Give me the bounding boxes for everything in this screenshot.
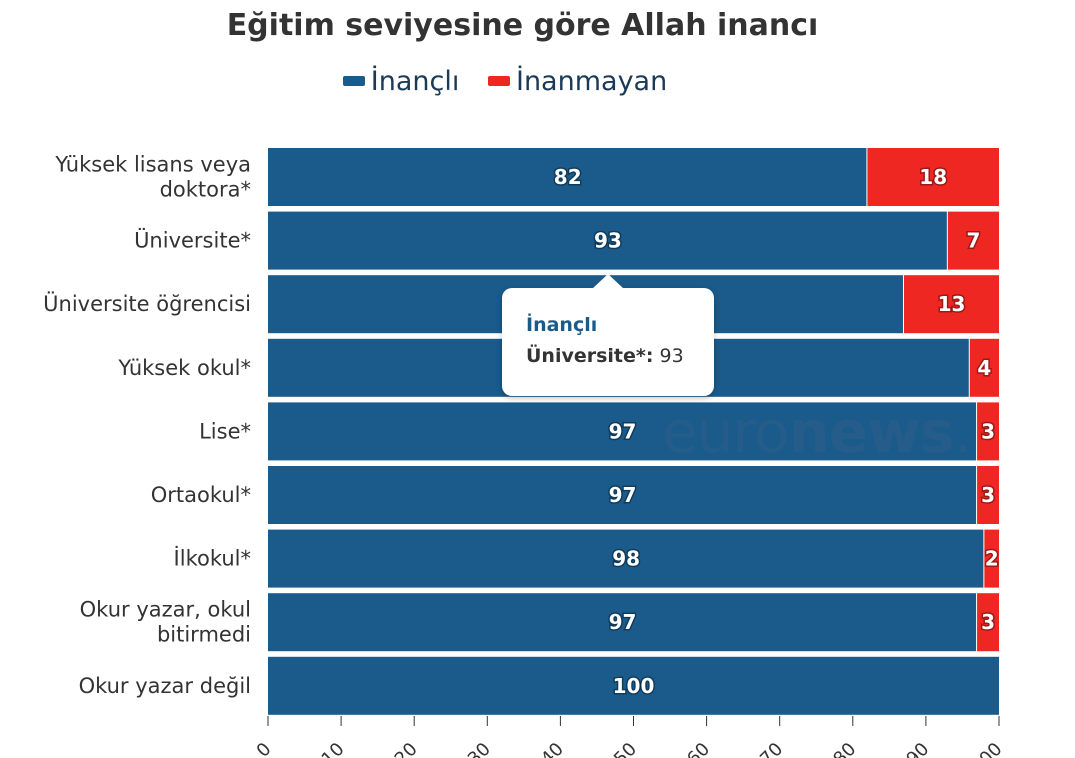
tooltip-line: Üniversite*: 93 bbox=[526, 345, 684, 367]
x-tick-label-4: 40 bbox=[537, 739, 568, 758]
tooltip-category: Üniversite*: bbox=[526, 345, 654, 367]
x-tick-label-5: 50 bbox=[610, 739, 641, 758]
bar-inanmayan-0[interactable] bbox=[867, 148, 999, 206]
tooltip-series: İnançlı bbox=[526, 314, 598, 336]
bar-inancli-5[interactable] bbox=[268, 466, 977, 524]
x-tick-label-1: 10 bbox=[318, 739, 349, 758]
category-label-7: Okur yazar, okul bitirmedi bbox=[80, 598, 251, 647]
category-label-2: Üniversite öğrencisi bbox=[43, 291, 251, 316]
x-tick-label-8: 80 bbox=[829, 739, 860, 758]
data-label-inanmayan-6: 2 bbox=[985, 547, 999, 571]
bar-inanmayan-4[interactable] bbox=[977, 402, 999, 461]
data-label-inanmayan-2: 13 bbox=[938, 292, 966, 316]
legend-swatch-inancli bbox=[342, 76, 365, 86]
data-label-inancli-1: 93 bbox=[594, 229, 622, 253]
legend-label-inancli: İnançlı bbox=[370, 65, 460, 97]
legend-item-inancli[interactable]: İnançlı bbox=[342, 65, 460, 97]
bar-inanmayan-1[interactable] bbox=[947, 211, 999, 270]
category-label-1: Üniversite* bbox=[134, 228, 251, 253]
bar-inancli-0[interactable] bbox=[268, 148, 867, 206]
bar-inanmayan-7[interactable] bbox=[977, 593, 999, 652]
category-label-0: Yüksek lisans veya doktora* bbox=[54, 153, 251, 202]
data-label-inancli-5: 97 bbox=[609, 483, 637, 507]
bar-inancli-4[interactable] bbox=[268, 402, 977, 461]
data-label-inancli-4: 97 bbox=[609, 419, 637, 443]
x-tick-label-10: 100 bbox=[967, 739, 1006, 758]
data-label-inanmayan-7: 3 bbox=[981, 610, 995, 634]
bar-inancli-1[interactable] bbox=[268, 211, 947, 270]
x-tick-label-2: 20 bbox=[391, 739, 422, 758]
data-label-inancli-8: 100 bbox=[613, 674, 655, 698]
legend: İnançlı İnanmayan bbox=[0, 62, 1010, 97]
category-label-8: Okur yazar değil bbox=[79, 674, 251, 698]
x-tick-label-7: 70 bbox=[756, 739, 787, 758]
data-label-inancli-0: 82 bbox=[554, 165, 582, 189]
x-tick-label-9: 90 bbox=[902, 739, 933, 758]
data-label-inanmayan-4: 3 bbox=[981, 419, 995, 443]
x-tick-label-0: 0 bbox=[253, 739, 276, 758]
data-label-inancli-6: 98 bbox=[612, 547, 640, 571]
category-label-4: Lise* bbox=[199, 419, 251, 443]
legend-swatch-inanmayan bbox=[487, 76, 510, 86]
x-tick-label-3: 30 bbox=[464, 739, 495, 758]
data-label-inanmayan-5: 3 bbox=[981, 483, 995, 507]
bar-inancli-6[interactable] bbox=[268, 529, 984, 588]
x-tick-label-6: 60 bbox=[683, 739, 714, 758]
legend-label-inanmayan: İnanmayan bbox=[515, 65, 668, 97]
chart-title: Eğitim seviyesine göre Allah inancı bbox=[226, 8, 819, 43]
category-label-5: Ortaokul* bbox=[151, 483, 251, 507]
data-label-inancli-7: 97 bbox=[609, 610, 637, 634]
bar-inanmayan-3[interactable] bbox=[969, 338, 999, 397]
tooltip-value: 93 bbox=[659, 345, 684, 367]
data-label-inanmayan-3: 4 bbox=[977, 356, 991, 380]
bar-inanmayan-5[interactable] bbox=[977, 466, 999, 524]
bar-inancli-8[interactable] bbox=[268, 656, 999, 715]
category-label-6: İlkokul* bbox=[174, 546, 251, 571]
data-label-inanmayan-0: 18 bbox=[919, 165, 947, 189]
euronews-watermark: euronews. bbox=[662, 398, 971, 466]
bar-inancli-7[interactable] bbox=[268, 593, 977, 652]
category-label-3: Yüksek okul* bbox=[117, 356, 251, 380]
bar-inanmayan-6[interactable] bbox=[984, 529, 999, 588]
bar-inanmayan-2[interactable] bbox=[903, 275, 999, 334]
legend-item-inanmayan[interactable]: İnanmayan bbox=[487, 65, 668, 97]
tooltip: İnançlı Üniversite*: 93 bbox=[502, 274, 714, 396]
data-label-inanmayan-1: 7 bbox=[966, 229, 980, 253]
